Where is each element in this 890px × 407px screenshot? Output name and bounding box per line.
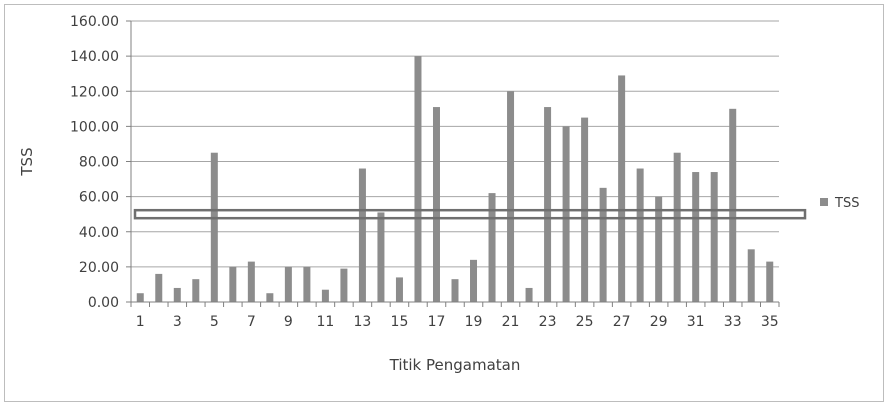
- x-tick-label: 17: [428, 314, 446, 330]
- legend-swatch-tss: [820, 198, 828, 206]
- chart-frame: 0.00 20.00 40.00 60.00 80.00 100.00 120.00 140.…: [4, 4, 884, 402]
- threshold-line: [133, 208, 807, 220]
- y-tick-label: 120.00: [70, 84, 119, 100]
- x-tick-label: 31: [687, 314, 705, 330]
- bar-10: [303, 266, 311, 302]
- bar-23: [544, 107, 552, 303]
- y-tick-label: 0.00: [88, 295, 119, 311]
- y-tick-label: 80.00: [79, 155, 119, 171]
- x-tick-label: 35: [761, 314, 779, 330]
- x-tick-label: 15: [391, 314, 409, 330]
- x-tick-label: 23: [539, 314, 557, 330]
- y-tick-label: 60.00: [79, 190, 119, 206]
- x-tick-label: 11: [316, 314, 334, 330]
- gridlines: [131, 20, 779, 303]
- bar-29: [655, 196, 663, 302]
- x-tick-label: 13: [354, 314, 372, 330]
- x-tick-label: 19: [465, 314, 483, 330]
- tss-bar-chart: 0.00 20.00 40.00 60.00 80.00 100.00 120.00 140.…: [18, 14, 859, 374]
- bar-32: [710, 172, 718, 302]
- bar-15: [395, 277, 403, 302]
- y-tick-label: 160.00: [70, 14, 119, 30]
- y-tick-label: 20.00: [79, 260, 119, 276]
- legend: TSS: [820, 196, 859, 211]
- bar-19: [470, 259, 478, 302]
- bar-28: [636, 168, 644, 302]
- x-tick-label: 5: [210, 314, 219, 330]
- x-tick-label: 3: [173, 314, 182, 330]
- bar-12: [340, 268, 348, 302]
- bar-17: [432, 107, 440, 303]
- bar-1: [136, 293, 144, 302]
- x-tick-label: 1: [136, 314, 145, 330]
- bar-8: [266, 293, 274, 302]
- x-tick-label: 25: [576, 314, 594, 330]
- x-tick-label: 7: [247, 314, 256, 330]
- bar-20: [488, 193, 496, 302]
- threshold-band: [133, 208, 807, 220]
- bar-31: [692, 172, 700, 302]
- bar-21: [507, 91, 515, 302]
- x-axis-title: Titik Pengamatan: [389, 356, 521, 374]
- bar-34: [747, 249, 755, 302]
- bar-7: [247, 261, 255, 302]
- x-tick-labels: 1 3 5 7 9 11 13 15 17 19 21 23 25 27 29 31 33 35: [136, 314, 779, 330]
- bar-27: [618, 75, 626, 302]
- y-tick-label: 40.00: [79, 225, 119, 241]
- y-axis-title: TSS: [18, 147, 36, 176]
- bar-35: [766, 261, 774, 302]
- bar-6: [229, 266, 237, 302]
- bars: [136, 56, 774, 303]
- x-tick-label: 9: [284, 314, 293, 330]
- bar-24: [562, 126, 570, 302]
- x-tick-label: 29: [650, 314, 668, 330]
- x-tick-label: 27: [613, 314, 631, 330]
- bar-33: [729, 108, 737, 302]
- legend-label-tss: TSS: [834, 196, 859, 211]
- bar-26: [599, 187, 607, 302]
- y-tick-label: 140.00: [70, 49, 119, 65]
- bar-4: [192, 279, 200, 302]
- bar-2: [155, 273, 163, 302]
- bar-11: [321, 289, 329, 302]
- x-tick-label: 21: [502, 314, 520, 330]
- bar-18: [451, 279, 459, 302]
- bar-16: [414, 56, 422, 302]
- bar-3: [173, 287, 181, 302]
- bar-5: [210, 152, 218, 302]
- axes: [126, 20, 780, 307]
- bar-22: [525, 287, 533, 302]
- y-tick-label: 100.00: [70, 119, 119, 135]
- bar-13: [358, 168, 366, 302]
- bar-9: [284, 266, 292, 302]
- bar-14: [377, 212, 385, 302]
- x-tick-label: 33: [724, 314, 742, 330]
- bar-30: [673, 152, 681, 302]
- y-tick-labels: 0.00 20.00 40.00 60.00 80.00 100.00 120.00 140.…: [70, 14, 119, 311]
